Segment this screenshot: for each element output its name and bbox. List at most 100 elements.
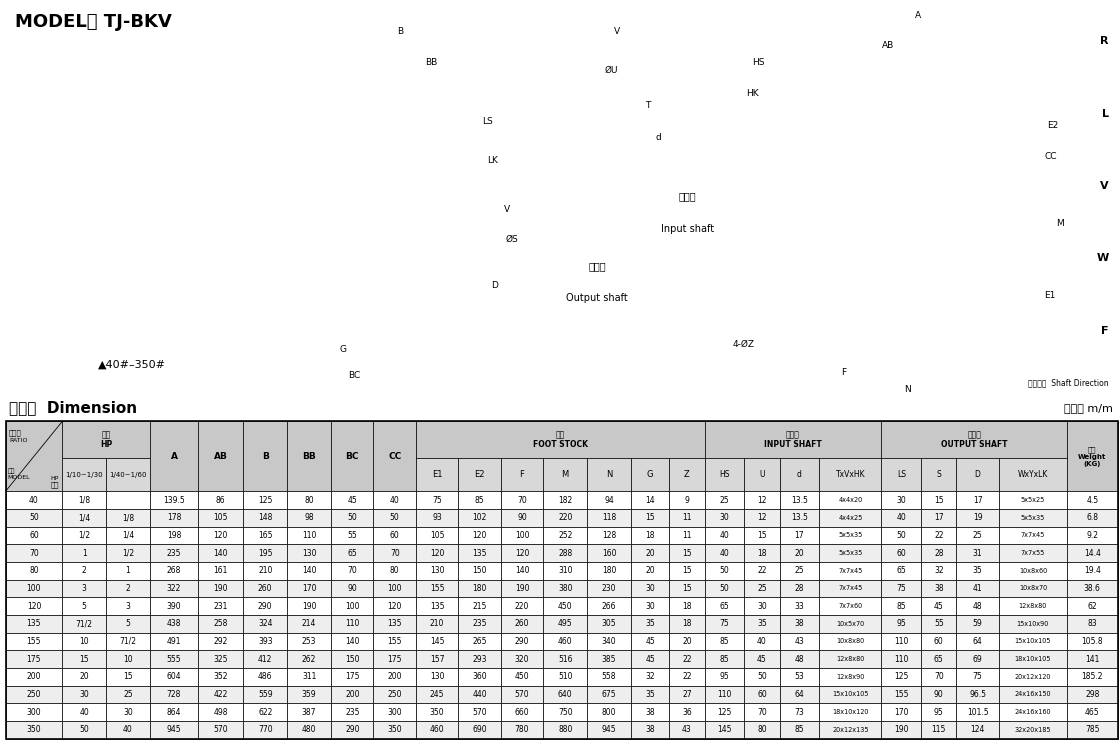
- Bar: [150, 491, 198, 509]
- Text: 96.5: 96.5: [969, 690, 987, 699]
- Bar: [819, 491, 881, 509]
- Bar: [332, 580, 373, 598]
- Bar: [999, 580, 1067, 598]
- Text: 200: 200: [27, 672, 41, 681]
- Bar: [1067, 509, 1118, 527]
- Text: 120: 120: [430, 548, 445, 557]
- Text: 62: 62: [1088, 601, 1098, 610]
- Bar: [373, 598, 416, 615]
- Text: 64: 64: [973, 637, 982, 646]
- Bar: [332, 527, 373, 545]
- Text: 675: 675: [601, 690, 616, 699]
- Text: 380: 380: [558, 584, 572, 593]
- Bar: [704, 598, 744, 615]
- Text: 65: 65: [934, 654, 944, 663]
- Bar: [416, 527, 458, 545]
- Text: 110: 110: [345, 619, 360, 628]
- Bar: [921, 491, 956, 509]
- Text: 75: 75: [973, 672, 982, 681]
- Bar: [63, 545, 106, 562]
- Text: 18: 18: [645, 531, 655, 540]
- Bar: [670, 651, 704, 668]
- Text: 10: 10: [80, 637, 88, 646]
- Text: 161: 161: [214, 566, 227, 575]
- Text: 18: 18: [682, 619, 692, 628]
- Text: 130: 130: [430, 672, 445, 681]
- Text: 124: 124: [971, 725, 984, 734]
- Text: V: V: [614, 27, 620, 36]
- Bar: [198, 562, 243, 580]
- Bar: [921, 633, 956, 651]
- Text: 30: 30: [757, 601, 767, 610]
- Text: LK: LK: [487, 156, 498, 165]
- Text: 141: 141: [1085, 654, 1100, 663]
- Text: 135: 135: [430, 601, 445, 610]
- Bar: [243, 545, 287, 562]
- Text: 30: 30: [896, 495, 906, 504]
- Text: 250: 250: [388, 690, 402, 699]
- Bar: [416, 703, 458, 721]
- Text: 20: 20: [645, 548, 655, 557]
- Text: 18: 18: [682, 601, 692, 610]
- Text: AB: AB: [214, 452, 227, 461]
- Text: 15x10x105: 15x10x105: [1015, 639, 1051, 645]
- Bar: [921, 458, 956, 491]
- Bar: [881, 721, 921, 739]
- Bar: [373, 633, 416, 651]
- Text: 15: 15: [934, 495, 943, 504]
- Bar: [543, 545, 587, 562]
- Text: 210: 210: [430, 619, 445, 628]
- Bar: [287, 721, 332, 739]
- Text: 5: 5: [125, 619, 130, 628]
- Bar: [373, 615, 416, 633]
- Bar: [198, 491, 243, 509]
- Text: 235: 235: [473, 619, 487, 628]
- Text: 510: 510: [558, 672, 572, 681]
- Bar: [631, 527, 670, 545]
- Bar: [287, 421, 332, 491]
- Bar: [287, 686, 332, 703]
- Text: Z: Z: [684, 470, 690, 479]
- Text: D: D: [974, 470, 981, 479]
- Bar: [670, 527, 704, 545]
- Text: 290: 290: [515, 637, 530, 646]
- Bar: [670, 668, 704, 686]
- Text: 12x8x80: 12x8x80: [1019, 603, 1047, 609]
- Bar: [881, 703, 921, 721]
- Text: 50: 50: [757, 672, 767, 681]
- Text: 293: 293: [473, 654, 487, 663]
- Text: V: V: [504, 205, 511, 214]
- Bar: [458, 668, 501, 686]
- Text: E1: E1: [1044, 291, 1055, 300]
- Bar: [501, 527, 543, 545]
- Bar: [458, 509, 501, 527]
- Text: 9.2: 9.2: [1086, 531, 1099, 540]
- Text: 750: 750: [558, 707, 572, 717]
- Bar: [6, 651, 63, 668]
- Text: 22: 22: [757, 566, 767, 575]
- Bar: [819, 527, 881, 545]
- Text: 70: 70: [29, 548, 39, 557]
- Text: 180: 180: [601, 566, 616, 575]
- Bar: [243, 580, 287, 598]
- Bar: [63, 421, 150, 458]
- Bar: [780, 527, 819, 545]
- Bar: [780, 721, 819, 739]
- Text: 型號
MODEL: 型號 MODEL: [8, 469, 30, 480]
- Text: 258: 258: [214, 619, 227, 628]
- Text: 945: 945: [167, 725, 181, 734]
- Text: 65: 65: [719, 601, 729, 610]
- Text: 491: 491: [167, 637, 181, 646]
- Bar: [150, 509, 198, 527]
- Bar: [416, 545, 458, 562]
- Text: 20: 20: [794, 548, 804, 557]
- Bar: [1067, 633, 1118, 651]
- Bar: [243, 562, 287, 580]
- Text: 157: 157: [430, 654, 445, 663]
- Bar: [999, 562, 1067, 580]
- Bar: [704, 651, 744, 668]
- Bar: [881, 651, 921, 668]
- Text: 90: 90: [517, 513, 526, 522]
- Text: BB: BB: [426, 58, 437, 67]
- Bar: [1067, 721, 1118, 739]
